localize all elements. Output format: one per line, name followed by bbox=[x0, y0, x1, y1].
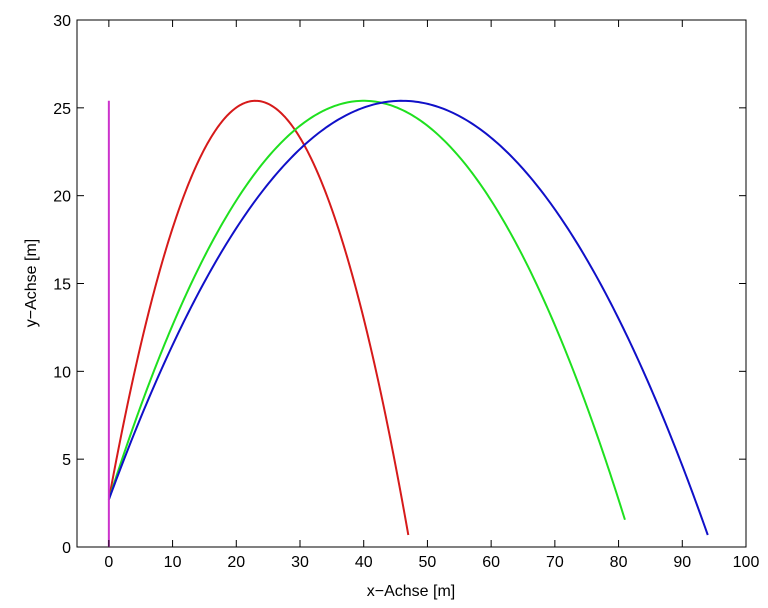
series-layer bbox=[107, 99, 709, 547]
x-axis-label: x−Achse [m] bbox=[367, 583, 455, 600]
x-tick-label: 50 bbox=[419, 554, 437, 571]
ticks-layer: 0 10 20 30 40 50 60 70 80 90 100 0 5 10 15 20 25 30 bbox=[53, 13, 759, 571]
series-line-2 bbox=[107, 99, 626, 521]
x-tick-label: 60 bbox=[482, 554, 500, 571]
plot-area bbox=[76, 19, 747, 548]
x-tick-label: 40 bbox=[355, 554, 373, 571]
x-tick-label: 100 bbox=[733, 554, 760, 571]
x-tick-label: 90 bbox=[673, 554, 691, 571]
y-tick-label: 5 bbox=[62, 452, 71, 469]
x-tick-label: 10 bbox=[164, 554, 182, 571]
y-tick-label: 0 bbox=[62, 540, 71, 557]
x-tick-label: 70 bbox=[546, 554, 564, 571]
x-tick-label: 20 bbox=[227, 554, 245, 571]
x-tick-label: 80 bbox=[610, 554, 628, 571]
x-tick-label: 30 bbox=[291, 554, 309, 571]
y-tick-label: 10 bbox=[53, 364, 71, 381]
series-line-3 bbox=[107, 99, 709, 536]
series-line-1 bbox=[107, 99, 410, 536]
y-tick-label: 15 bbox=[53, 277, 71, 294]
y-tick-label: 30 bbox=[53, 13, 71, 30]
y-tick-label: 25 bbox=[53, 101, 71, 118]
y-axis-label: y−Achse [m] bbox=[23, 239, 40, 327]
x-tick-label: 0 bbox=[104, 554, 113, 571]
y-tick-label: 20 bbox=[53, 189, 71, 206]
